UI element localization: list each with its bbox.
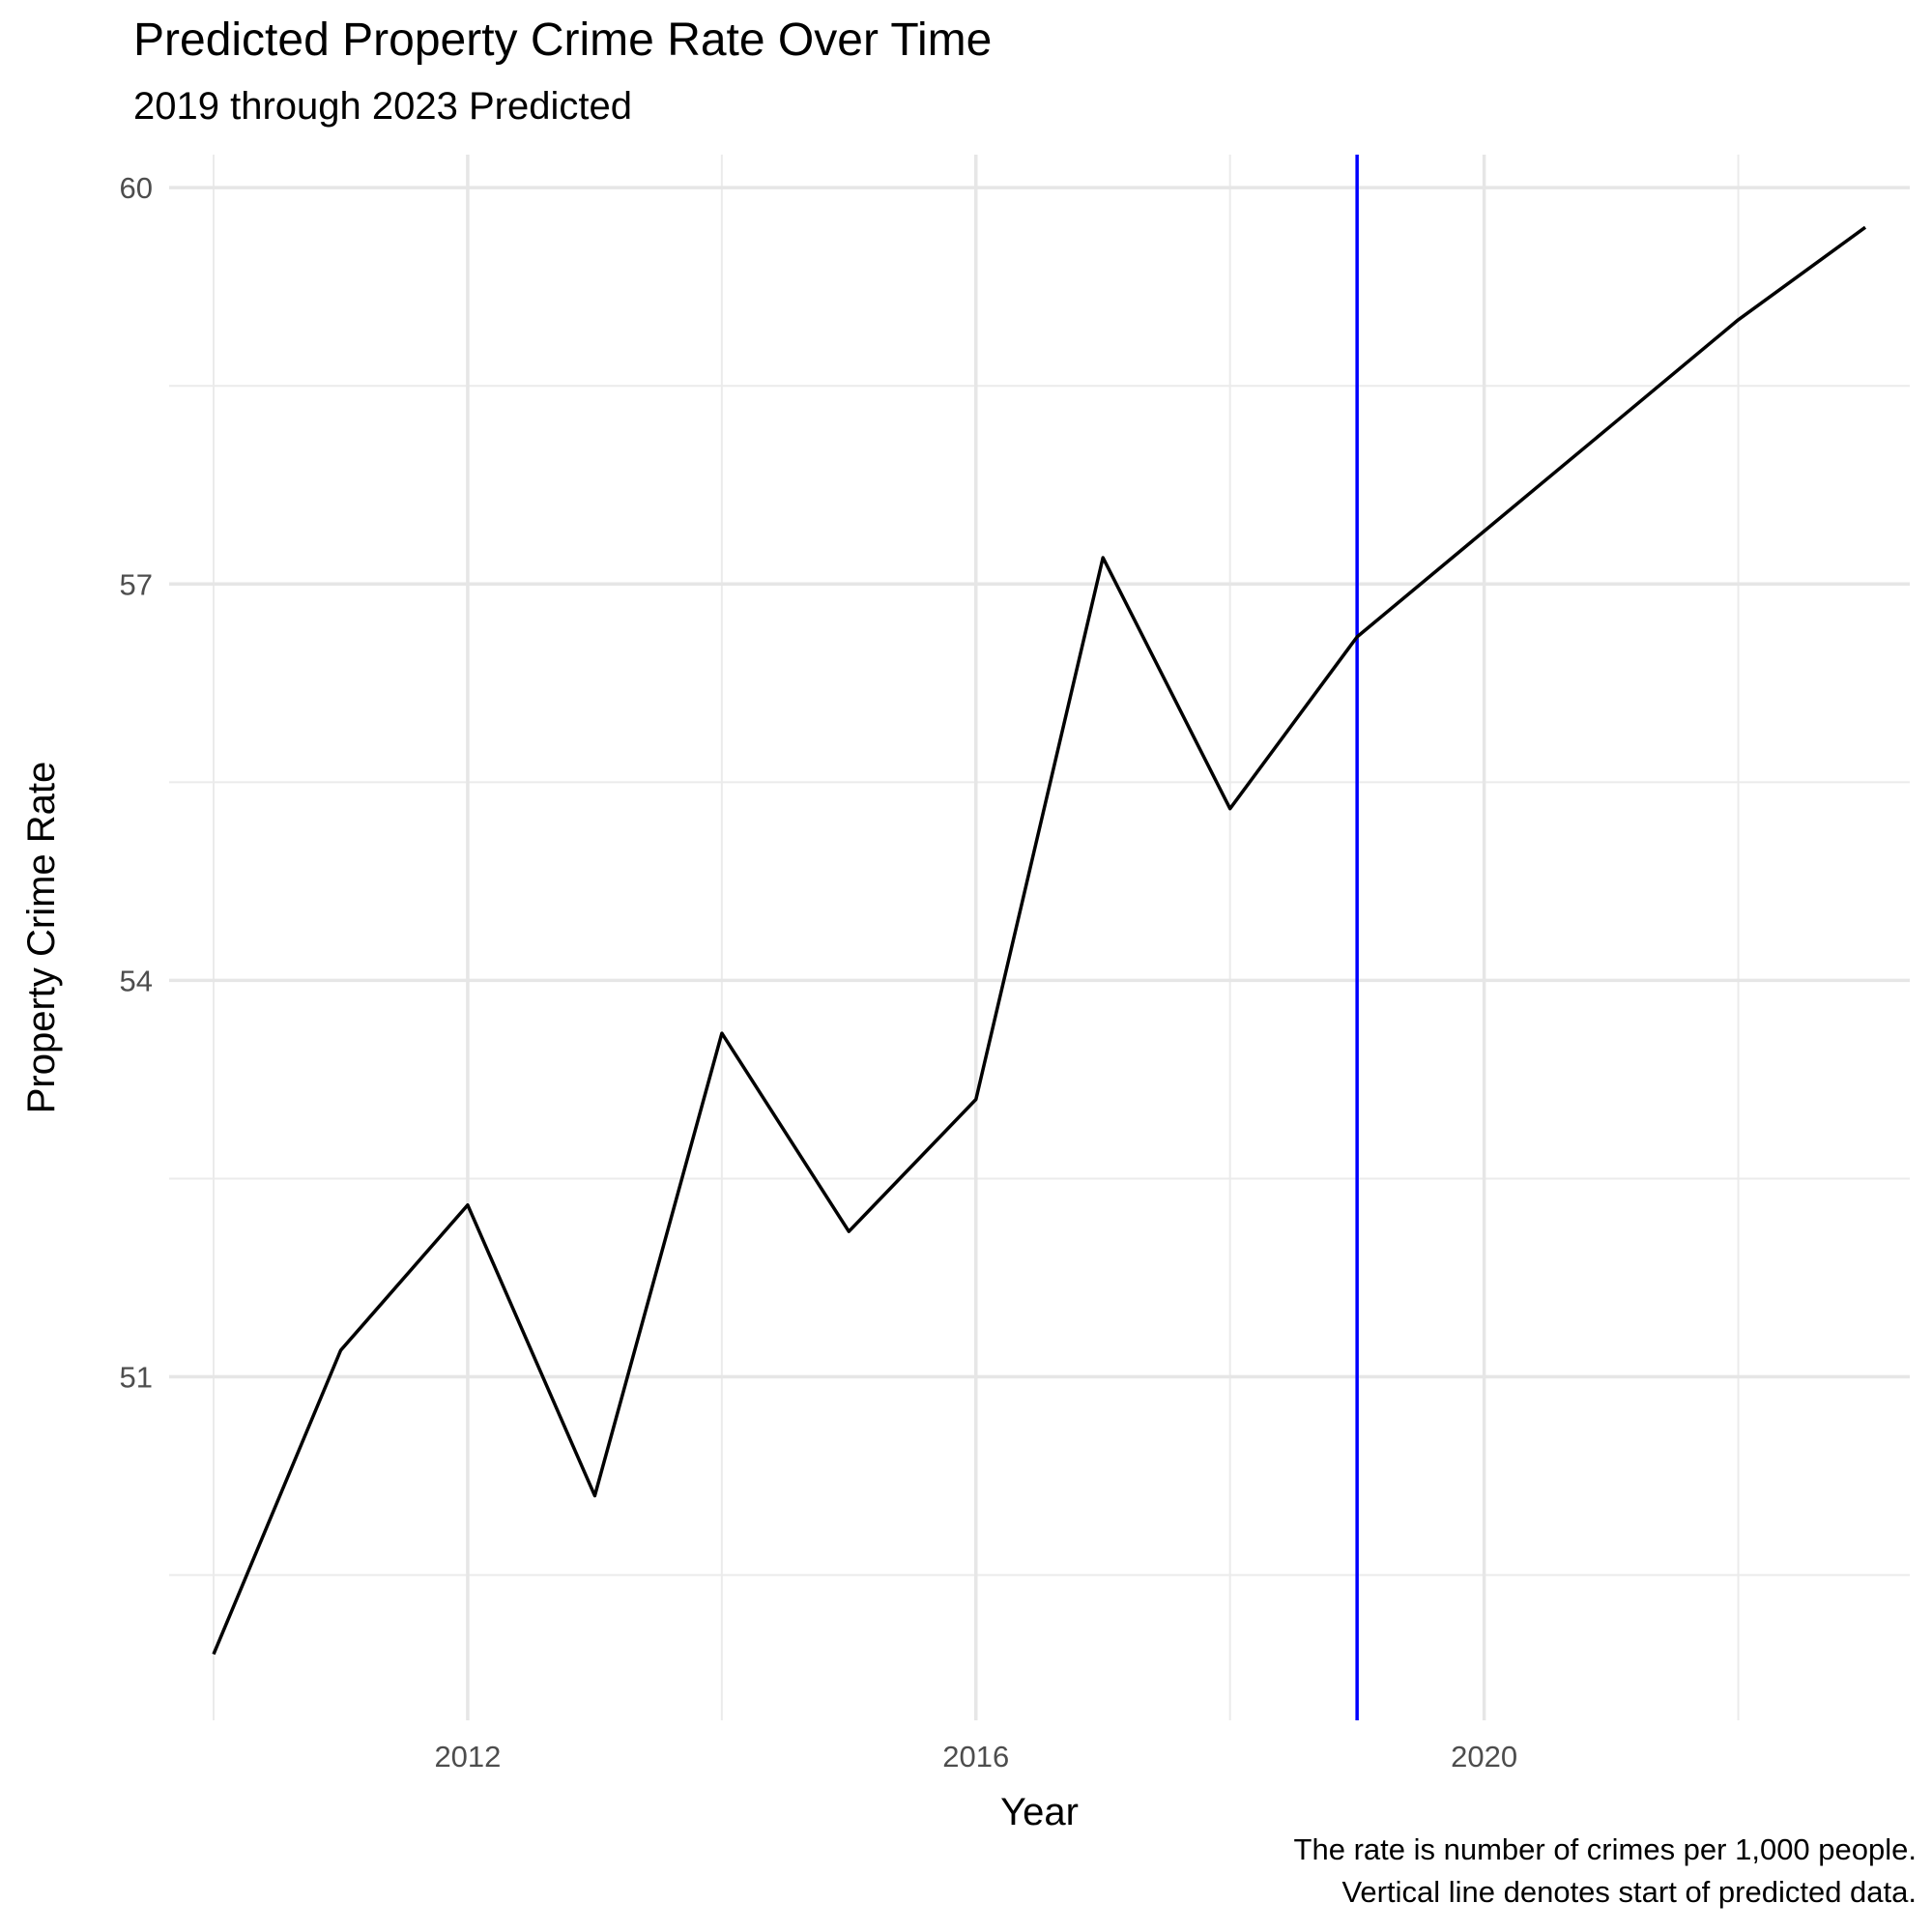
axis-layer: 2012 2016 2020 51 54 57 60 Year Property Crime R… bbox=[20, 171, 1517, 1833]
x-tick-label: 2012 bbox=[434, 1740, 501, 1773]
y-tick-label: 57 bbox=[120, 567, 153, 601]
y-tick-label: 60 bbox=[120, 171, 153, 205]
series-line bbox=[212, 225, 1867, 1656]
y-axis-title: Property Crime Rate bbox=[20, 762, 63, 1114]
grid-major bbox=[169, 155, 1910, 1720]
chart-title: Predicted Property Crime Rate Over Time bbox=[133, 14, 993, 66]
chart-caption-line-1: The rate is number of crimes per 1,000 p… bbox=[1293, 1832, 1917, 1866]
series-layer bbox=[212, 225, 1867, 1656]
chart-subtitle: 2019 through 2023 Predicted bbox=[133, 85, 632, 128]
x-tick-label: 2020 bbox=[1451, 1740, 1517, 1773]
grid-minor bbox=[169, 155, 1910, 1720]
y-tick-label: 54 bbox=[120, 964, 153, 997]
chart-caption-line-2: Vertical line denotes start of predicted… bbox=[1341, 1875, 1917, 1909]
x-axis-title: Year bbox=[1000, 1791, 1079, 1833]
x-tick-label: 2016 bbox=[942, 1740, 1009, 1773]
y-tick-label: 51 bbox=[120, 1361, 153, 1395]
